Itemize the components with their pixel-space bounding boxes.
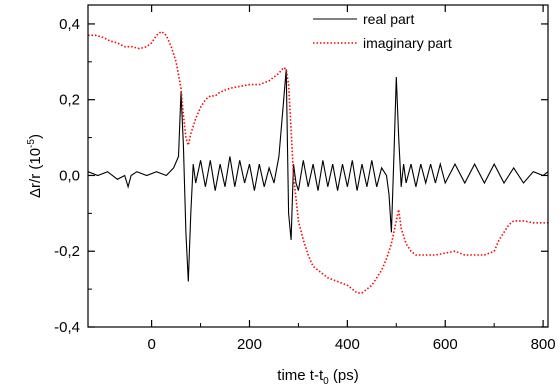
y-tick-label: 0,0 (59, 167, 80, 184)
ticks-layer: 0 200 400 600 800 -0,4 -0,2 0,0 0,2 0,4 (54, 5, 556, 353)
legend: real part imaginary part (313, 11, 452, 51)
x-tick-label: 400 (335, 336, 360, 353)
legend-label-imaginary-part: imaginary part (363, 35, 452, 51)
y-axis-label-superscript: -5 (26, 139, 37, 148)
x-axis-label-unit: (ps) (329, 367, 359, 384)
series-layer (88, 30, 548, 294)
y-tick-label: -0,2 (54, 243, 80, 260)
x-axis-label-main: time t-t (277, 367, 324, 384)
y-tick-label: 0,2 (59, 92, 80, 109)
x-tick-label: 0 (147, 336, 155, 353)
x-tick-label: 600 (433, 336, 458, 353)
y-axis-label-close: ) (27, 134, 44, 139)
plot-frame (87, 4, 549, 328)
y-axis-label-main: Δr/r (10 (27, 148, 44, 198)
y-tick-label: 0,4 (59, 16, 80, 33)
series-line-imaginary-part (88, 30, 548, 294)
x-tick-label: 800 (531, 336, 556, 353)
series-line-real-part (88, 69, 548, 282)
y-tick-label: -0,4 (54, 319, 80, 336)
y-axis-label: Δr/r (10-5) (26, 134, 44, 198)
x-axis-label-subscript: 0 (323, 376, 329, 387)
x-axis-label: time t-t0 (ps) (277, 367, 358, 387)
x-tick-label: 200 (237, 336, 262, 353)
legend-label-real-part: real part (363, 11, 414, 27)
